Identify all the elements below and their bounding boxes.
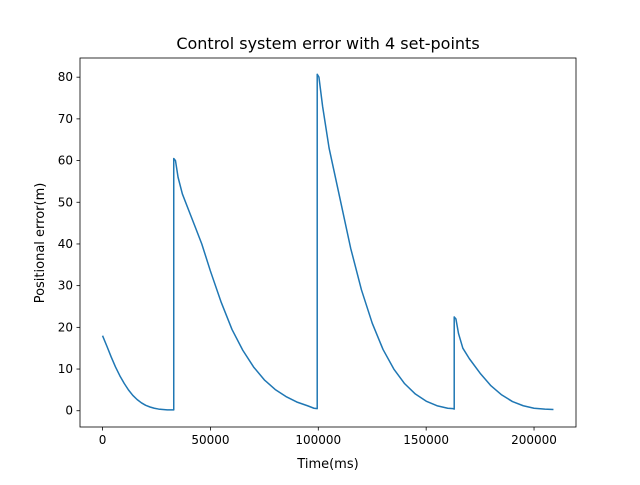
y-axis-ticks: 0 10 20 30 40 50 60 70 80 [58,70,80,418]
x-axis-label: Time(ms) [296,457,358,472]
y-tick-label: 20 [58,320,73,334]
y-axis-label: Positional error(m) [33,183,48,304]
y-tick-label: 80 [58,70,73,84]
x-tick-label: 100000 [295,433,341,447]
x-tick-label: 150000 [403,433,449,447]
y-tick-label: 40 [58,237,73,251]
y-tick-label: 70 [58,112,73,126]
chart-title: Control system error with 4 set-points [176,34,479,53]
y-tick-label: 50 [58,195,73,209]
x-tick-label: 0 [99,433,107,447]
y-tick-label: 60 [58,154,73,168]
y-tick-label: 0 [65,404,73,418]
series-line-0 [101,73,554,411]
axes-frame [79,57,577,428]
x-tick-label: 50000 [191,433,229,447]
x-axis-ticks: 0 50000 100000 150000 200000 [99,427,557,447]
x-tick-label: 200000 [511,433,557,447]
y-tick-label: 30 [58,279,73,293]
y-tick-label: 10 [58,362,73,376]
plot-area [79,57,577,428]
